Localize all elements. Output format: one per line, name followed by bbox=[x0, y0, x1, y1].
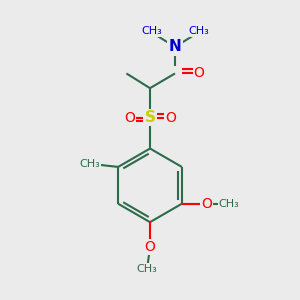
Text: CH₃: CH₃ bbox=[219, 199, 239, 209]
Text: CH₃: CH₃ bbox=[137, 264, 158, 274]
Text: O: O bbox=[165, 111, 176, 124]
Text: CH₃: CH₃ bbox=[141, 26, 162, 36]
Text: O: O bbox=[194, 66, 205, 80]
Text: N: N bbox=[169, 39, 182, 54]
Text: CH₃: CH₃ bbox=[80, 159, 101, 169]
Text: O: O bbox=[145, 240, 155, 254]
Text: CH₃: CH₃ bbox=[188, 26, 209, 36]
Text: O: O bbox=[202, 197, 212, 211]
Text: S: S bbox=[145, 110, 155, 125]
Text: O: O bbox=[124, 111, 135, 124]
